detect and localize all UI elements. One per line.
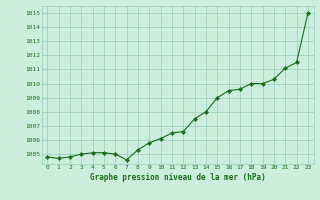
X-axis label: Graphe pression niveau de la mer (hPa): Graphe pression niveau de la mer (hPa) bbox=[90, 173, 266, 182]
